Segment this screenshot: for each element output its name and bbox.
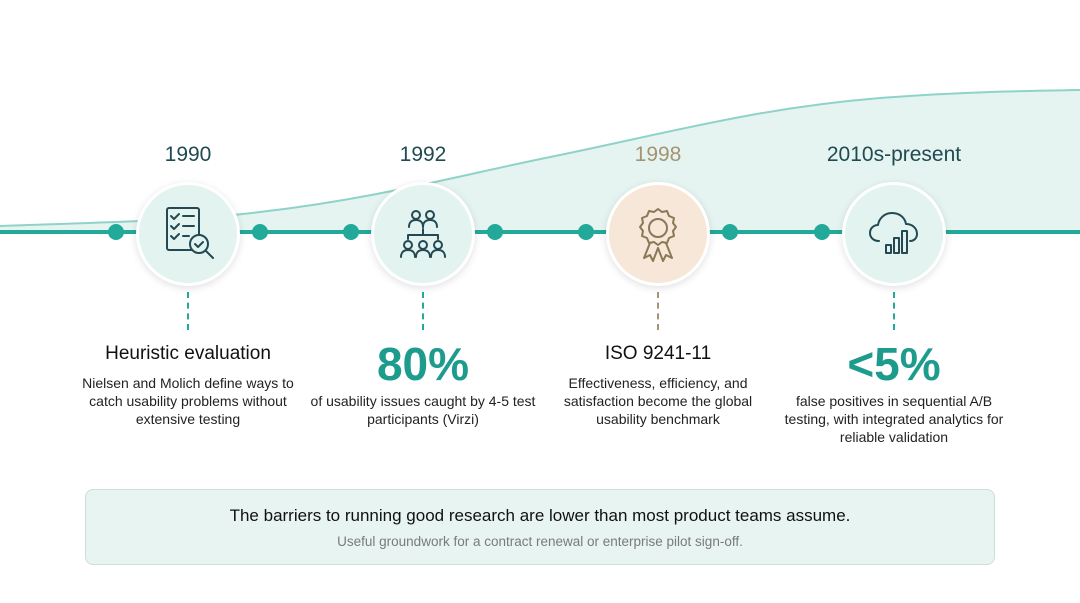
dashed-connector <box>657 292 659 330</box>
checklist-magnifier-icon <box>166 207 214 259</box>
milestone-heading: Heuristic evaluation <box>105 343 271 364</box>
milestone-2010s-present: 2010s-present <5% false positives in seq… <box>774 0 1014 460</box>
group-of-people-icon <box>400 210 446 258</box>
summary-subtitle: Useful groundwork for a contract renewal… <box>337 534 743 549</box>
timeline-dot <box>487 224 503 240</box>
summary-title: The barriers to running good research ar… <box>229 506 851 525</box>
timeline-dot <box>578 224 594 240</box>
timeline-line <box>0 230 1080 234</box>
timeline-dot <box>108 224 124 240</box>
timeline-dot <box>814 224 830 240</box>
timeline-dot <box>252 224 268 240</box>
milestone-description: of usability issues caught by 4-5 test p… <box>310 393 536 427</box>
stat-value: 80% <box>376 338 470 390</box>
summary-callout: The barriers to running good research ar… <box>85 489 995 565</box>
milestone-description: Effectiveness, efficiency, and satisfact… <box>563 375 753 427</box>
year-label: 2010s-present <box>826 143 962 166</box>
milestone-description: Nielsen and Molich define ways to catch … <box>82 375 294 427</box>
dashed-connector <box>893 292 895 330</box>
stat-value: <5% <box>847 338 941 390</box>
milestone-1992: 1992 80% of usability issues caught by 4… <box>303 0 543 460</box>
dashed-connector <box>187 292 189 330</box>
milestone-node <box>606 182 710 286</box>
year-label: 1998 <box>634 143 682 166</box>
milestone-description: false positives in sequential A/B testin… <box>784 393 1004 445</box>
dashed-connector <box>422 292 424 330</box>
milestone-1990: 1990 Heuristic evaluation Nielsen and Mo… <box>68 0 308 460</box>
year-label: 1990 <box>164 143 212 166</box>
year-label: 1992 <box>399 143 447 166</box>
milestone-node <box>136 182 240 286</box>
milestone-node <box>371 182 475 286</box>
milestone-1998: 1998 ISO 9241-11 Effectiveness, efficien… <box>538 0 778 460</box>
cloud-analytics-icon <box>869 212 918 254</box>
timeline-dot <box>343 224 359 240</box>
timeline-dot <box>722 224 738 240</box>
award-ribbon-icon <box>639 208 677 262</box>
milestone-heading: ISO 9241-11 <box>604 343 712 364</box>
milestone-node <box>842 182 946 286</box>
